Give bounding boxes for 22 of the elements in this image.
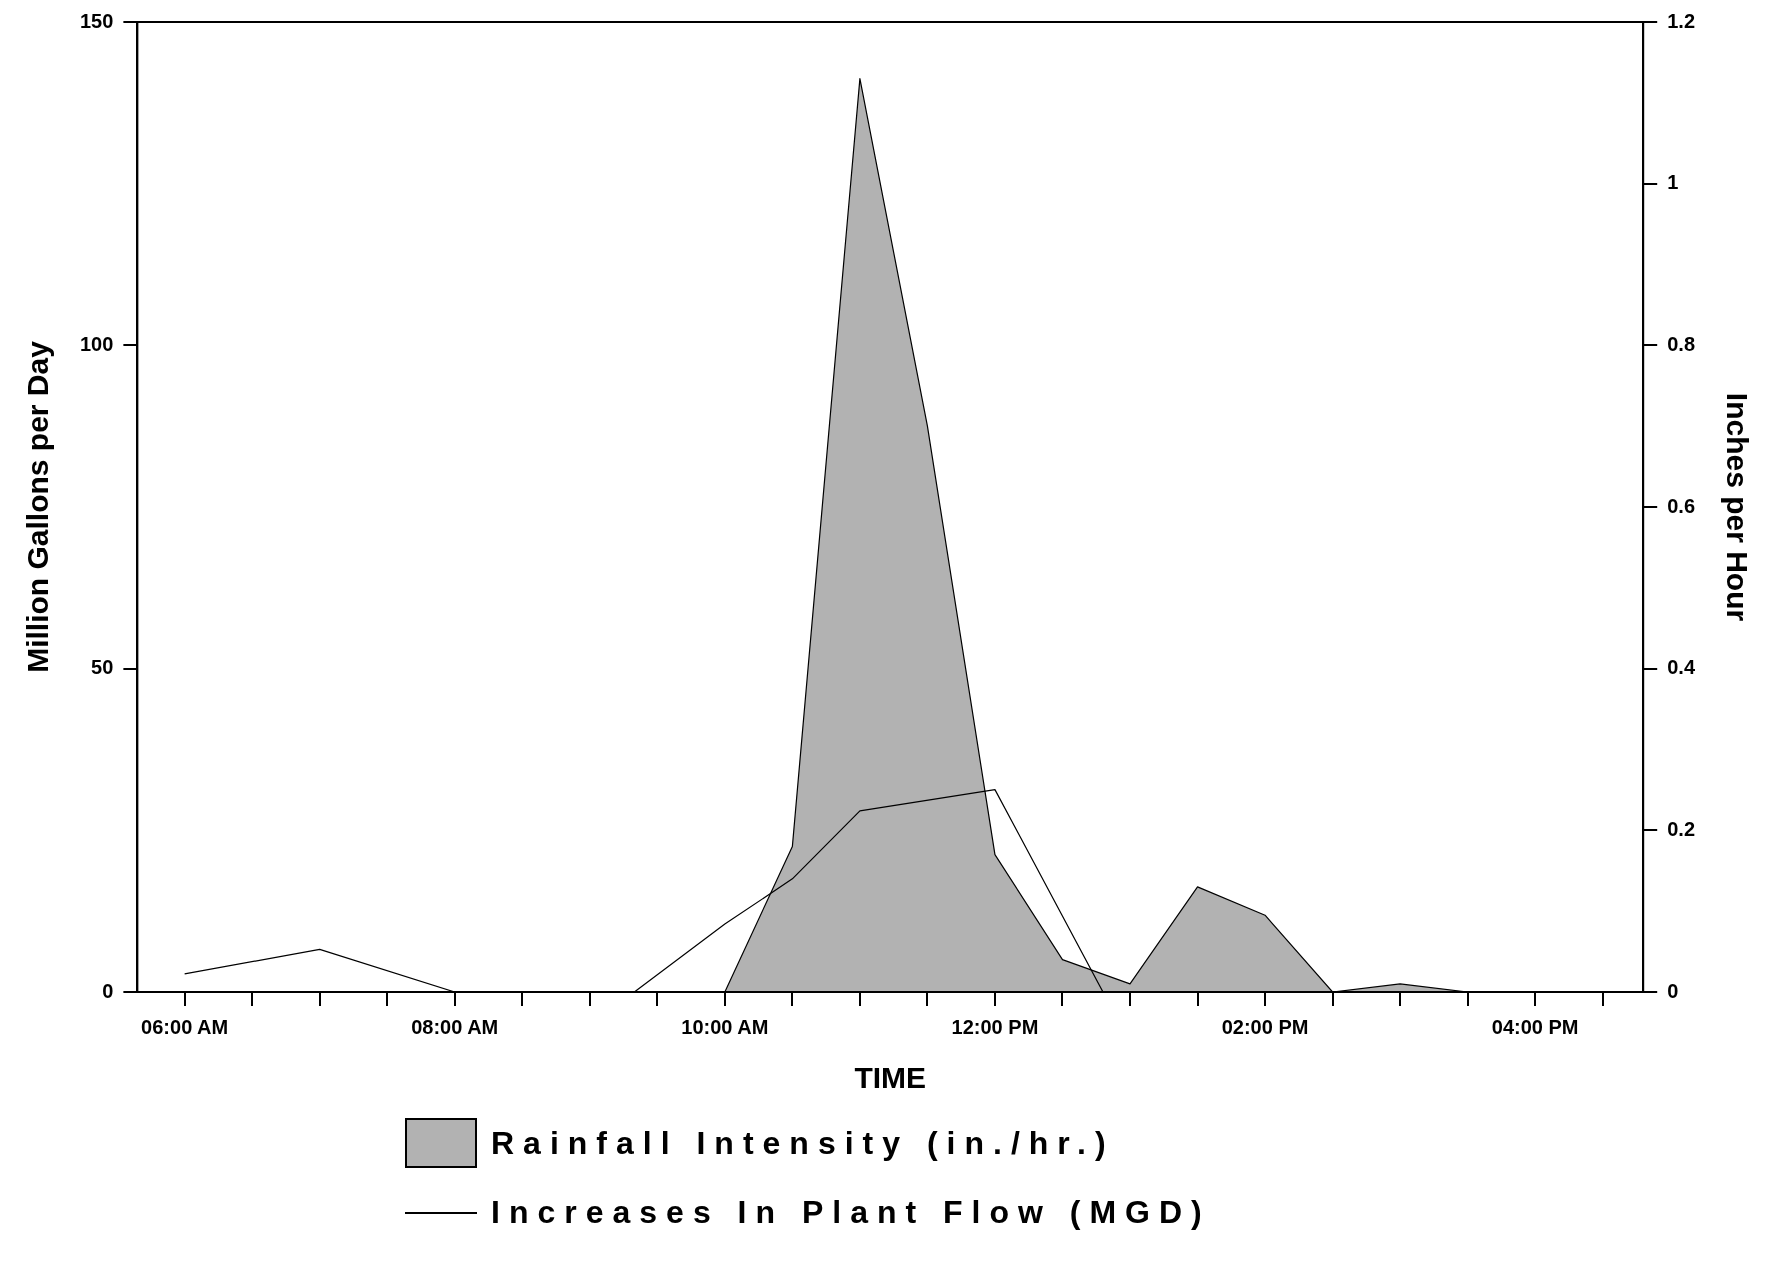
legend-label: Increases In Plant Flow (MGD)	[491, 1194, 1211, 1231]
y-axis-title: Million Gallons per Day	[21, 340, 55, 673]
y2-tick-label: 0.4	[1667, 656, 1696, 679]
x-tick-label: 10:00 AM	[681, 1015, 769, 1038]
x-axis-title: TIME	[854, 1061, 927, 1095]
y-tick-label: 0	[102, 979, 114, 1002]
y-tick-label: 100	[79, 332, 114, 355]
x-tick-label: 02:00 PM	[1221, 1015, 1309, 1038]
y2-tick-label: 0.8	[1667, 332, 1696, 355]
x-tick-label: 12:00 PM	[951, 1015, 1039, 1038]
y2-tick-label: 0.6	[1667, 494, 1696, 517]
y2-axis-title: Inches per Hour	[1720, 392, 1754, 622]
y2-tick-label: 1.2	[1667, 9, 1696, 32]
y2-tick-label: 0.2	[1667, 817, 1696, 840]
y2-tick-label: 0	[1667, 979, 1679, 1002]
x-tick-label: 06:00 AM	[141, 1015, 229, 1038]
y-tick-label: 50	[91, 656, 114, 679]
y2-tick-label: 1	[1667, 171, 1679, 194]
y-tick-label: 150	[79, 9, 114, 32]
x-tick-label: 04:00 PM	[1491, 1015, 1579, 1038]
x-tick-label: 08:00 AM	[411, 1015, 499, 1038]
legend-label: Rainfall Intensity (in./hr.)	[491, 1124, 1115, 1162]
